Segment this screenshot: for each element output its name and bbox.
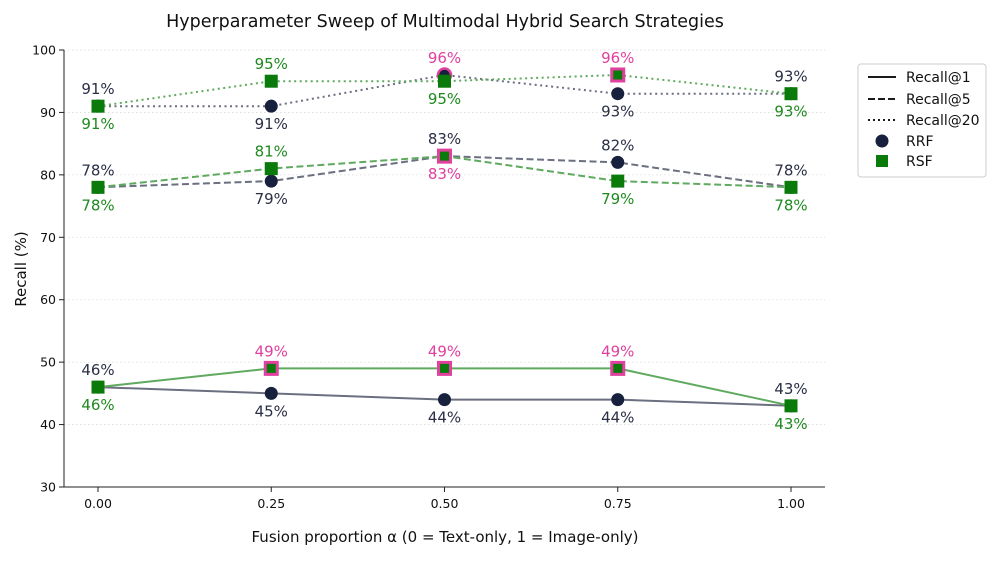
marker-rsf-recall-1-0: [91, 380, 105, 394]
data-label-rrf-recall-5-1: 79%: [255, 190, 288, 208]
markers-layer: [91, 67, 798, 413]
x-tick-label-2: 0.50: [431, 496, 459, 511]
legend-label-recall1: Recall@1: [906, 70, 971, 86]
data-label-rsf-recall-1-1: 49%: [255, 342, 288, 360]
legend: Recall@1 Recall@5 Recall@20 RRF RSF: [857, 63, 987, 178]
data-label-rsf-recall-5-3: 79%: [601, 190, 634, 208]
legend-label-recall20: Recall@20: [906, 113, 980, 129]
data-label-rrf-recall-20-4: 93%: [774, 68, 807, 86]
data-label-rsf-recall-20-1: 95%: [255, 55, 288, 73]
legend-marker-rsf: [876, 155, 888, 167]
marker-rsf-recall-1-2: [440, 363, 449, 373]
data-label-rsf-recall-1-3: 49%: [601, 342, 634, 360]
legend-marker-rrf: [875, 134, 889, 148]
data-label-rrf-recall-1-4: 43%: [774, 380, 807, 398]
y-tick-label-50: 50: [40, 355, 56, 370]
x-tick-label-1: 0.25: [257, 496, 285, 511]
data-label-rsf-recall-5-4: 78%: [774, 196, 807, 214]
marker-rsf-recall-5-2: [440, 151, 449, 161]
y-axis-label: Recall (%): [12, 231, 30, 306]
x-axis-label: Fusion proportion α (0 = Text-only, 1 = …: [252, 528, 639, 546]
data-label-rsf-recall-1-2: 49%: [428, 342, 461, 360]
marker-rsf-recall-1-4: [784, 399, 798, 413]
data-label-rrf-recall-20-2: 96%: [428, 49, 461, 67]
marker-rrf-recall-1-1: [264, 386, 278, 400]
marker-rrf-recall-1-3: [611, 393, 625, 407]
data-label-rsf-recall-5-0: 78%: [81, 196, 114, 214]
data-label-rrf-recall-1-2: 44%: [428, 409, 461, 427]
y-tick-label-90: 90: [40, 105, 56, 120]
marker-rrf-recall-20-3: [611, 87, 625, 101]
marker-rsf-recall-5-4: [784, 180, 798, 194]
marker-rrf-recall-20-1: [264, 99, 278, 113]
marker-rsf-recall-20-0: [91, 99, 105, 113]
marker-rsf-recall-1-3: [613, 363, 623, 373]
marker-rrf-recall-5-3: [611, 155, 625, 169]
marker-rsf-recall-20-4: [784, 87, 798, 101]
data-label-rrf-recall-1-0: 46%: [81, 361, 114, 379]
y-tick-label-40: 40: [40, 417, 56, 432]
marker-rsf-recall-1-1: [266, 363, 276, 373]
data-label-rrf-recall-20-0: 91%: [81, 80, 114, 98]
data-label-rsf-recall-5-2: 83%: [428, 165, 461, 183]
y-tick-label-80: 80: [40, 167, 56, 182]
x-tick-label-3: 0.75: [604, 496, 632, 511]
data-label-rrf-recall-1-3: 44%: [601, 409, 634, 427]
x-tick-label-4: 1.00: [777, 496, 805, 511]
marker-rsf-recall-5-3: [611, 174, 625, 188]
series-line-rrf-recall-20: [98, 74, 791, 108]
data-label-rrf-recall-5-0: 78%: [81, 161, 114, 179]
marker-rsf-recall-20-1: [264, 74, 278, 88]
data-label-rsf-recall-1-0: 46%: [81, 396, 114, 414]
marker-rrf-recall-1-2: [438, 393, 451, 407]
data-label-rrf-recall-5-3: 82%: [601, 136, 634, 154]
y-tick-label-70: 70: [40, 230, 56, 245]
marker-rrf-recall-5-1: [264, 174, 278, 188]
marker-rsf-recall-5-0: [91, 180, 105, 194]
axes-layer: 30 40 50 60 70 80 90 100 0.00 0.25 0.50 0.75 1.00: [32, 43, 825, 511]
data-label-rsf-recall-20-0: 91%: [81, 115, 114, 133]
data-label-rrf-recall-5-4: 78%: [774, 161, 807, 179]
legend-frame: [857, 63, 987, 178]
legend-label-recall5: Recall@5: [906, 92, 971, 108]
labels-layer: 46% 45% 44% 44% 43% 46% 49% 49% 49% 43% 78% 79% 83% 8…: [81, 49, 807, 433]
x-tick-label-0: 0.00: [84, 496, 112, 511]
data-label-rsf-recall-20-2: 95%: [428, 90, 461, 108]
data-label-rsf-recall-20-4: 93%: [774, 103, 807, 121]
data-label-rsf-recall-5-1: 81%: [255, 143, 288, 161]
chart-title: Hyperparameter Sweep of Multimodal Hybri…: [166, 12, 724, 32]
data-label-rrf-recall-1-1: 45%: [255, 402, 288, 420]
y-tick-label-60: 60: [40, 292, 56, 307]
y-tick-label-100: 100: [32, 43, 56, 58]
data-label-rrf-recall-5-2: 83%: [428, 130, 461, 148]
marker-rsf-recall-20-2: [438, 74, 451, 88]
data-label-rrf-recall-20-1: 91%: [255, 115, 288, 133]
y-tick-label-30: 30: [40, 480, 56, 495]
data-label-rsf-recall-20-3: 96%: [601, 49, 634, 67]
legend-label-rrf: RRF: [906, 134, 934, 150]
legend-label-rsf: RSF: [906, 154, 933, 170]
data-label-rrf-recall-20-3: 93%: [601, 103, 634, 121]
data-label-rsf-recall-1-4: 43%: [774, 415, 807, 433]
marker-rsf-recall-5-1: [264, 162, 278, 176]
marker-rsf-recall-20-3: [613, 70, 623, 80]
